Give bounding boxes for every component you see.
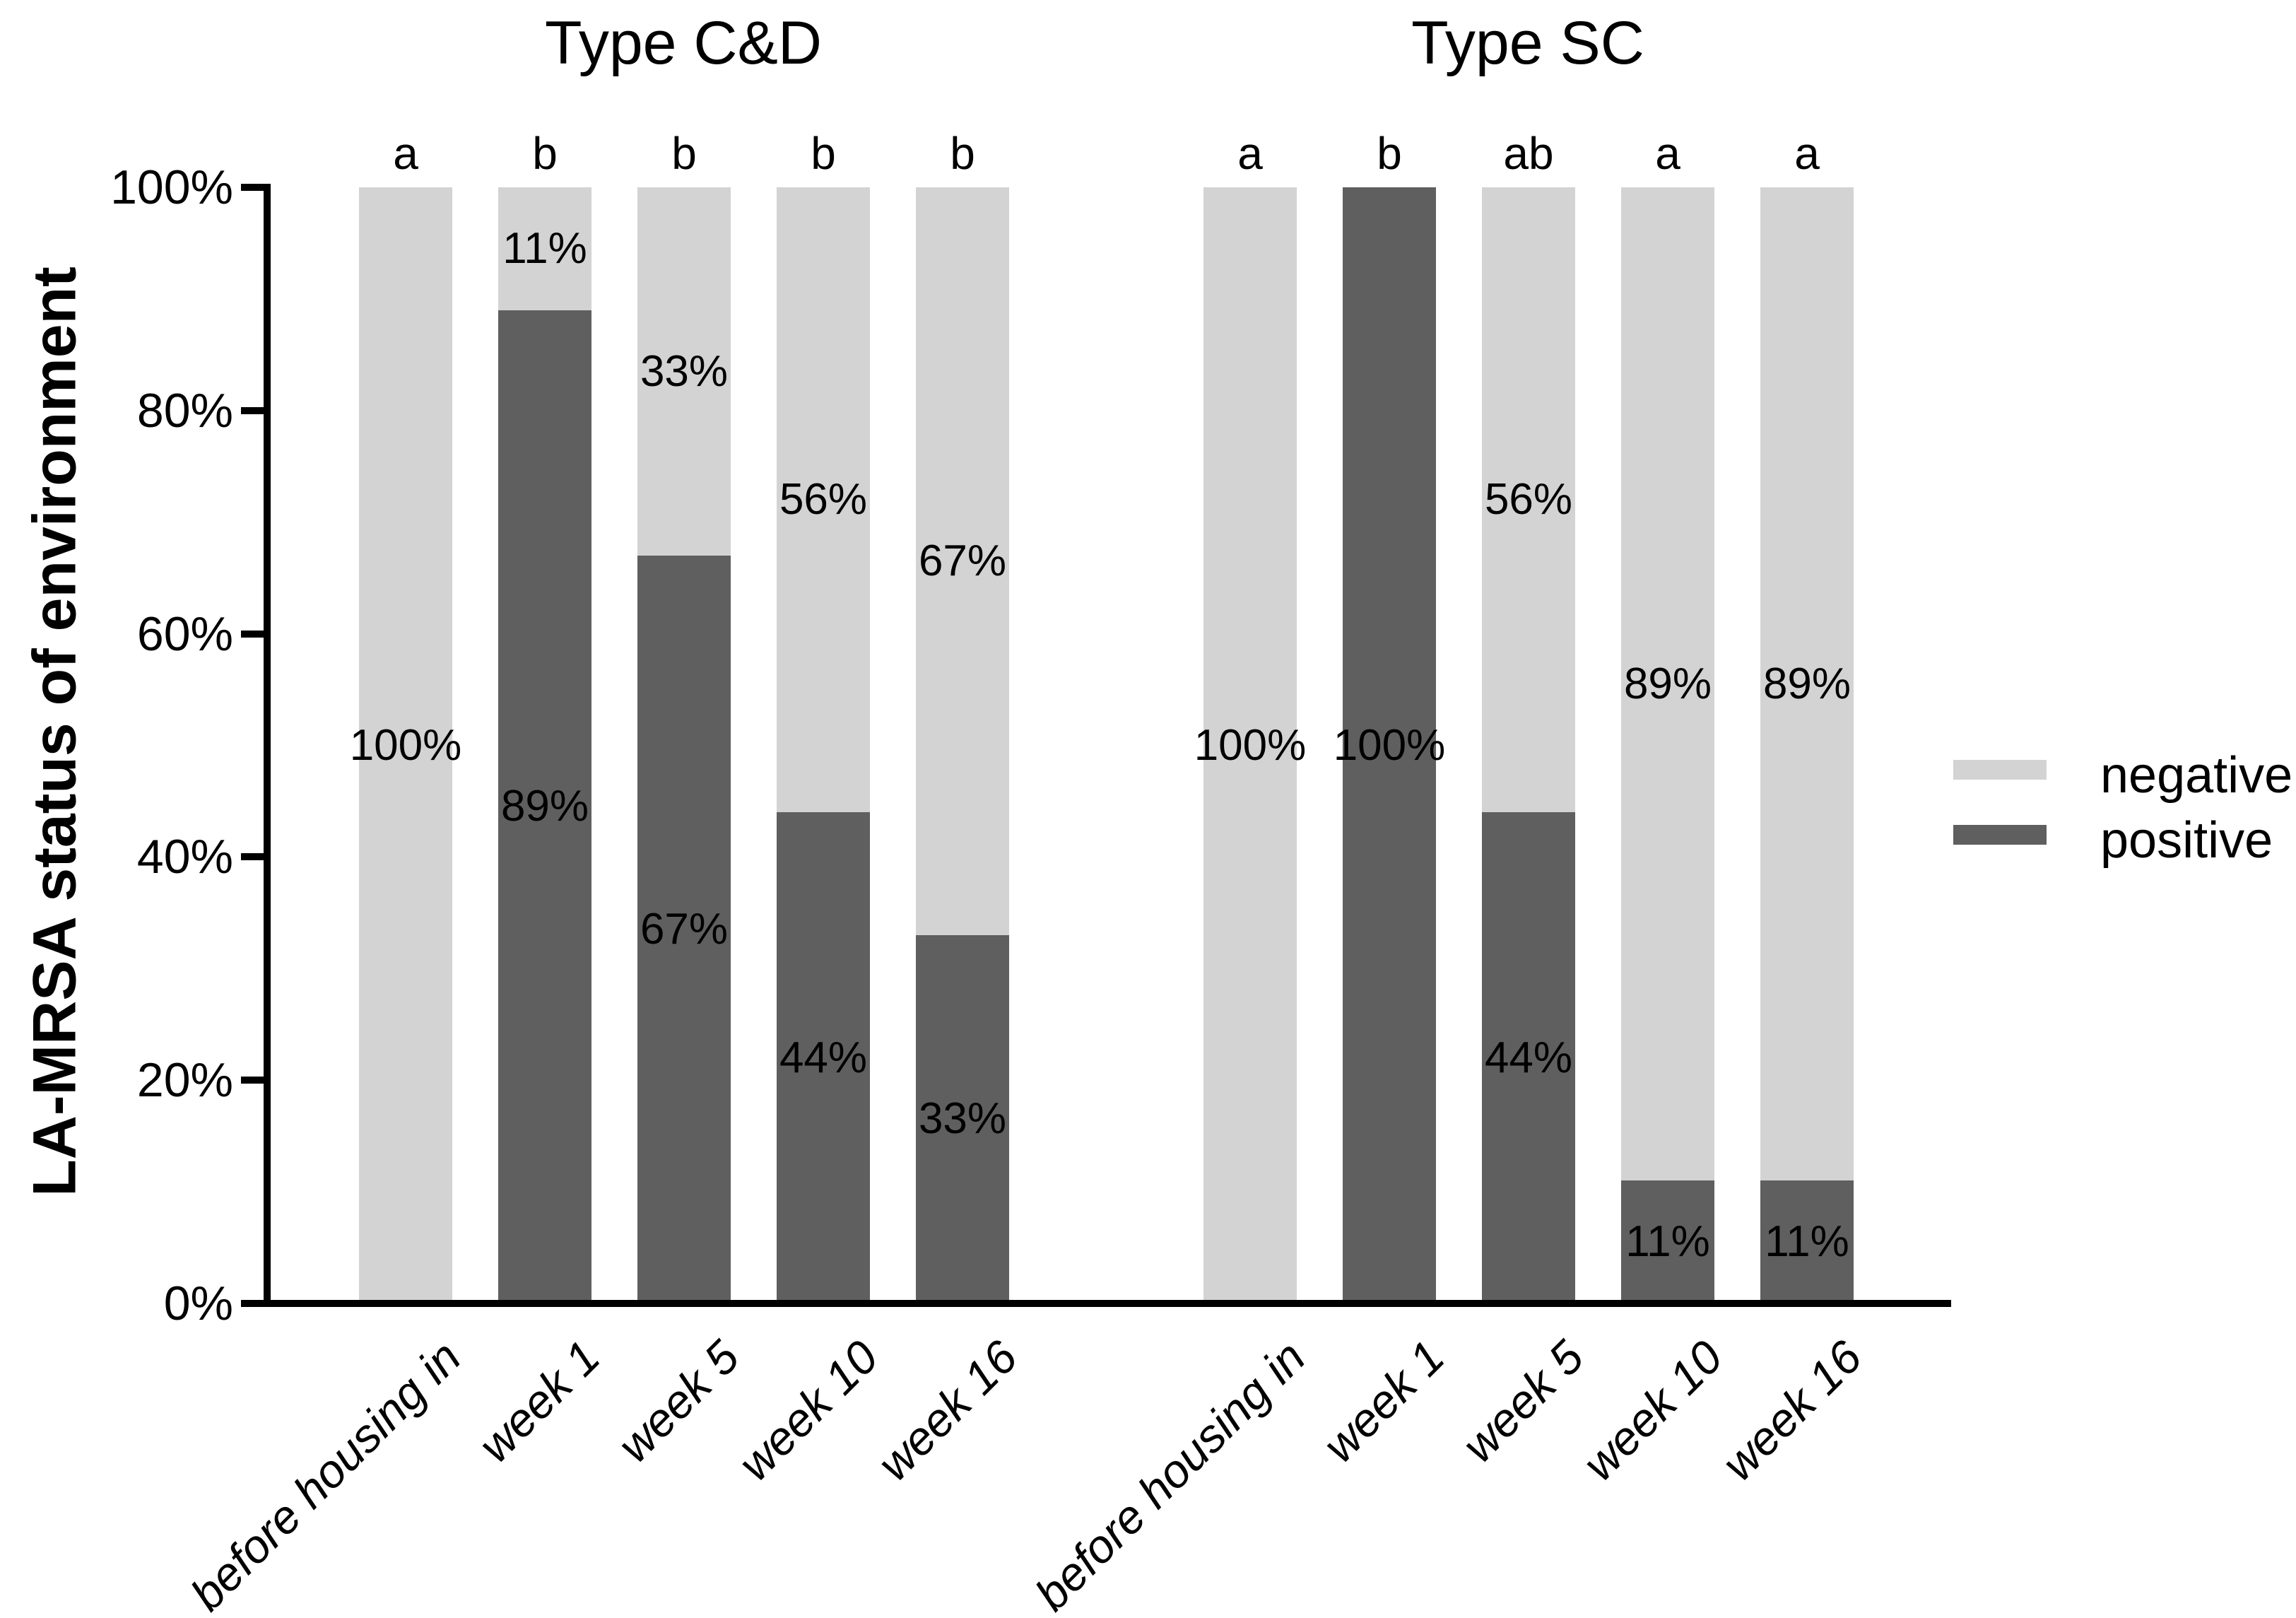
bar-segment-positive bbox=[498, 310, 591, 1303]
bar-segment-negative bbox=[637, 187, 731, 556]
bar-segment-negative bbox=[1203, 187, 1297, 1303]
bar-segment-negative bbox=[1760, 187, 1854, 1181]
segment-value-label: 100% bbox=[349, 720, 462, 770]
segment-value-label: 33% bbox=[918, 1094, 1007, 1144]
segment-value-label: 11% bbox=[1625, 1217, 1710, 1267]
y-tick-mark bbox=[241, 630, 268, 638]
x-category-label: before housing in bbox=[1025, 1330, 1315, 1618]
x-category-label: week 16 bbox=[1712, 1330, 1872, 1491]
y-tick-mark bbox=[241, 184, 268, 191]
segment-value-label: 89% bbox=[1762, 659, 1851, 708]
bar-segment-negative bbox=[498, 187, 591, 310]
x-category-label: week 10 bbox=[728, 1330, 888, 1491]
segment-value-label: 100% bbox=[1194, 720, 1307, 770]
bar-segment-positive bbox=[1760, 1180, 1854, 1303]
significance-letter: b bbox=[950, 128, 975, 179]
legend-swatch-positive bbox=[1953, 825, 2047, 845]
y-tick-mark bbox=[241, 406, 268, 414]
bar-segment-positive bbox=[777, 812, 870, 1303]
legend-label-positive: positive bbox=[2100, 812, 2273, 869]
segment-value-label: 89% bbox=[1623, 659, 1712, 708]
bar-segment-negative bbox=[777, 187, 870, 813]
group-title-type-cd: Type C&D bbox=[545, 9, 822, 77]
bar-segment-negative bbox=[916, 187, 1009, 935]
x-category-label: week 10 bbox=[1572, 1330, 1733, 1491]
segment-value-label: 44% bbox=[1484, 1033, 1573, 1082]
segment-value-label: 44% bbox=[779, 1033, 868, 1082]
significance-letter: b bbox=[671, 128, 697, 179]
significance-letter: a bbox=[1237, 128, 1263, 179]
significance-letter: b bbox=[532, 128, 558, 179]
bar-segment-positive bbox=[916, 934, 1009, 1303]
segment-value-label: 67% bbox=[918, 536, 1007, 585]
x-category-label: week 5 bbox=[607, 1330, 749, 1472]
y-tick-label: 80% bbox=[136, 383, 233, 438]
x-category-label: week 5 bbox=[1452, 1330, 1594, 1472]
group-title-type-sc: Type SC bbox=[1411, 9, 1644, 77]
segment-value-label: 56% bbox=[779, 475, 868, 524]
bar-segment-positive bbox=[1343, 187, 1436, 1303]
y-tick-mark bbox=[241, 853, 268, 861]
y-axis-line bbox=[264, 184, 271, 1307]
bar-segment-negative bbox=[1621, 187, 1714, 1181]
y-tick-label: 100% bbox=[110, 160, 233, 214]
segment-value-label: 89% bbox=[500, 782, 589, 831]
bar-segment-negative bbox=[359, 187, 452, 1303]
legend-swatch-negative bbox=[1953, 760, 2047, 780]
significance-letter: b bbox=[811, 128, 836, 179]
significance-letter: a bbox=[393, 128, 418, 179]
y-tick-label: 60% bbox=[136, 606, 233, 661]
significance-letter: a bbox=[1794, 128, 1820, 179]
significance-letter: b bbox=[1377, 128, 1402, 179]
segment-value-label: 11% bbox=[1765, 1217, 1849, 1267]
significance-letter: ab bbox=[1503, 128, 1554, 179]
y-tick-label: 0% bbox=[163, 1277, 233, 1330]
x-category-label: week 1 bbox=[468, 1330, 610, 1472]
bar-segment-negative bbox=[1482, 187, 1575, 813]
y-tick-label: 40% bbox=[136, 830, 233, 884]
x-category-label: week 16 bbox=[867, 1330, 1028, 1491]
legend-label-negative: negative bbox=[2100, 747, 2293, 804]
segment-value-label: 33% bbox=[640, 346, 729, 396]
segment-value-label: 100% bbox=[1333, 720, 1446, 770]
x-category-label: week 1 bbox=[1312, 1330, 1454, 1472]
significance-letter: a bbox=[1655, 128, 1680, 179]
x-category-label: before housing in bbox=[180, 1330, 471, 1618]
segment-value-label: 67% bbox=[640, 905, 729, 954]
y-tick-label: 20% bbox=[136, 1053, 233, 1108]
x-axis-line bbox=[241, 1300, 1951, 1307]
bar-segment-positive bbox=[1482, 812, 1575, 1303]
bar-segment-positive bbox=[637, 556, 731, 1303]
y-tick-mark bbox=[241, 1077, 268, 1084]
bar-segment-positive bbox=[1621, 1180, 1714, 1303]
segment-value-label: 11% bbox=[502, 223, 587, 273]
segment-value-label: 56% bbox=[1484, 475, 1573, 524]
